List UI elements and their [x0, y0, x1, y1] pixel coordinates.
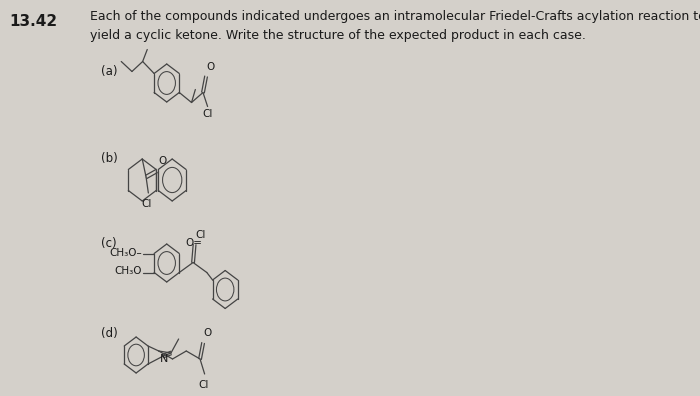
Text: CH₃O–: CH₃O–: [109, 248, 142, 257]
Text: Each of the compounds indicated undergoes an intramolecular Friedel-Crafts acyla: Each of the compounds indicated undergoe…: [90, 10, 700, 42]
Text: (a): (a): [101, 65, 118, 78]
Text: (c): (c): [101, 237, 117, 250]
Text: Cl: Cl: [202, 109, 213, 118]
Text: 13.42: 13.42: [9, 14, 57, 29]
Text: Cl: Cl: [198, 380, 209, 390]
Text: (d): (d): [101, 327, 118, 340]
Text: Cl: Cl: [141, 199, 152, 209]
Text: O=: O=: [186, 238, 202, 248]
Text: O: O: [206, 61, 215, 72]
Text: O: O: [204, 328, 212, 338]
Text: (b): (b): [101, 152, 118, 165]
Text: O: O: [158, 156, 167, 166]
Text: N: N: [160, 354, 168, 364]
Text: CH₃O: CH₃O: [114, 267, 142, 276]
Text: Cl: Cl: [195, 230, 206, 240]
